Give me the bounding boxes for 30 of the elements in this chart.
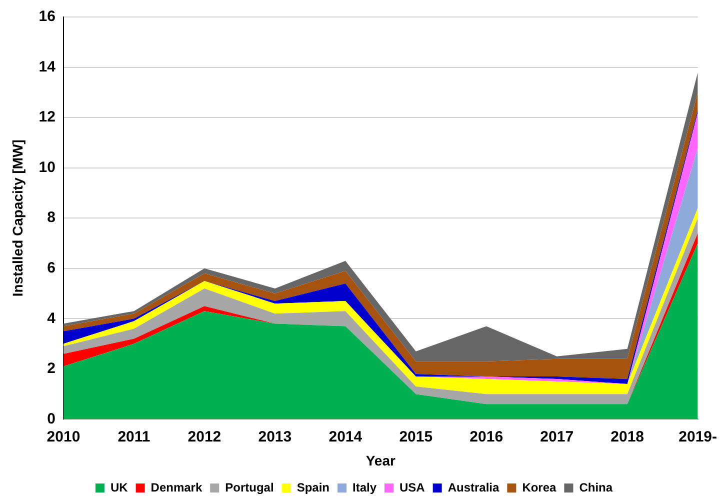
legend-label: Italy (352, 480, 377, 494)
x-tick-label: 2014 (328, 428, 363, 446)
x-tick-label: 2010 (46, 428, 80, 446)
legend-label: USA (400, 480, 426, 494)
legend-label: Australia (448, 480, 500, 494)
x-tick-label: 2011 (118, 428, 150, 446)
x-tick-label: 2013 (258, 428, 292, 446)
x-tick-label: 2015 (399, 428, 433, 446)
y-axis-title: Installed Capacity [MW] (9, 140, 26, 297)
legend-label: Portugal (225, 480, 274, 494)
x-tick-label: 2016 (470, 428, 504, 446)
x-tick-label: 2018 (610, 428, 644, 446)
y-tick-label: 14 (38, 58, 56, 76)
y-tick-label: 2 (47, 360, 56, 378)
y-tick-label: 6 (47, 260, 56, 277)
y-tick-label: 16 (38, 8, 56, 26)
y-tick-label: 4 (47, 310, 56, 327)
x-tick-label: 2017 (540, 428, 574, 446)
legend-label: Korea (522, 480, 557, 494)
legend-label: Denmark (150, 480, 202, 494)
y-tick-label: 12 (38, 108, 56, 126)
y-tick-label: 8 (47, 209, 56, 226)
y-tick-label: 0 (47, 410, 56, 428)
x-axis-title: Year (366, 452, 396, 468)
x-tick-label: 2019- (678, 428, 718, 446)
y-tick-label: 10 (38, 158, 56, 176)
x-tick-label: 2012 (188, 428, 222, 446)
legend-label: Spain (296, 480, 330, 494)
legend-label: China (579, 480, 613, 494)
legend-label: UK (110, 480, 128, 494)
